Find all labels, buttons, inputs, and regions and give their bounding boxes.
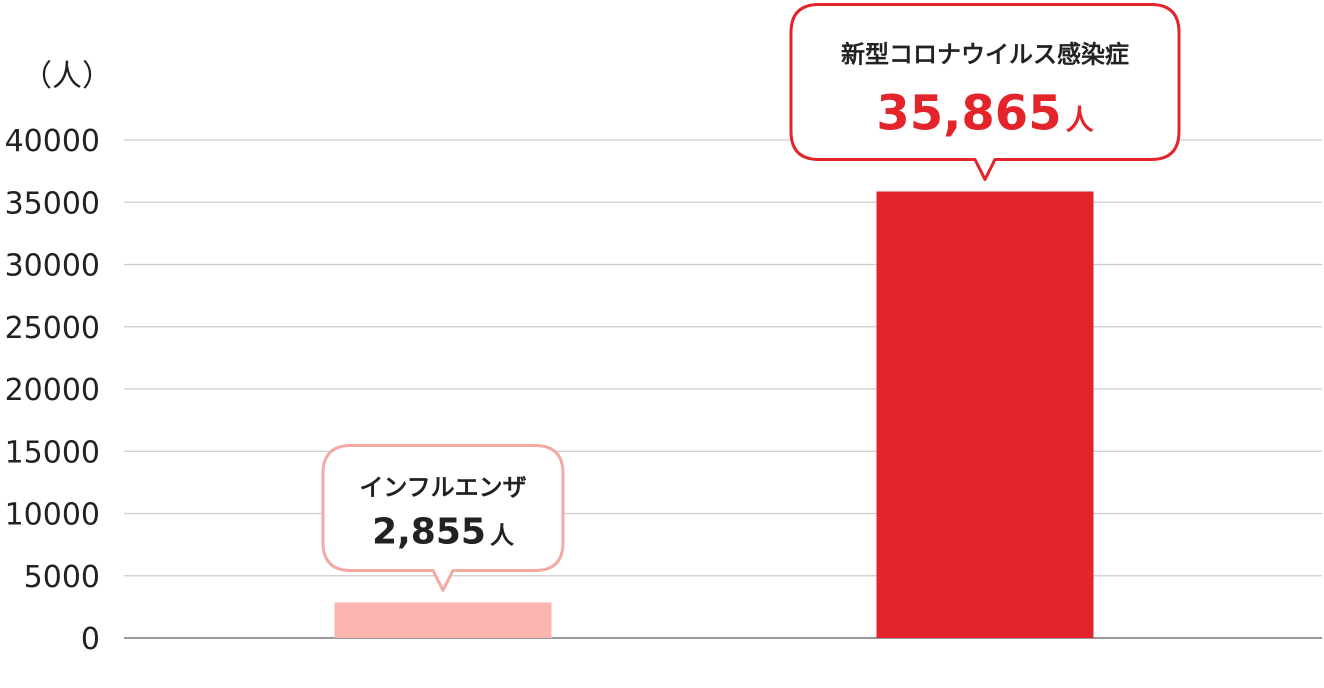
y-tick-label-3: 15000 xyxy=(5,435,100,470)
category-label-1: 新型コロナウイルス感染症 xyxy=(841,40,1129,68)
value-number-0: 2,855 xyxy=(372,511,486,552)
y-tick-label-6: 30000 xyxy=(5,249,100,284)
y-tick-label-2: 10000 xyxy=(5,498,100,533)
y-tick-label-5: 25000 xyxy=(5,311,100,346)
value-unit-0: 人 xyxy=(490,521,514,549)
callout-bubble-0 xyxy=(321,443,565,592)
bar-1 xyxy=(876,191,1094,638)
bars xyxy=(334,191,1094,638)
y-axis-unit-label: （人） xyxy=(22,59,112,94)
bar-0 xyxy=(334,602,552,638)
category-label-0: インフルエンザ xyxy=(359,473,526,501)
callout-bubble-1 xyxy=(789,2,1181,181)
y-axis-ticks: 0 5000 10000 15000 20000 25000 30000 35000 40000 xyxy=(5,124,100,657)
y-tick-label-7: 35000 xyxy=(5,186,100,221)
value-label-0: 2,855 人 xyxy=(372,511,514,552)
y-tick-label-8: 40000 xyxy=(5,124,100,159)
grid-lines xyxy=(124,139,1322,639)
value-unit-1: 人 xyxy=(1066,103,1094,136)
y-tick-label-4: 20000 xyxy=(5,373,100,408)
y-tick-label-1: 5000 xyxy=(24,560,100,595)
value-number-1: 35,865 xyxy=(876,85,1061,141)
y-tick-label-0: 0 xyxy=(81,622,100,657)
value-label-1: 35,865 人 xyxy=(876,85,1093,141)
